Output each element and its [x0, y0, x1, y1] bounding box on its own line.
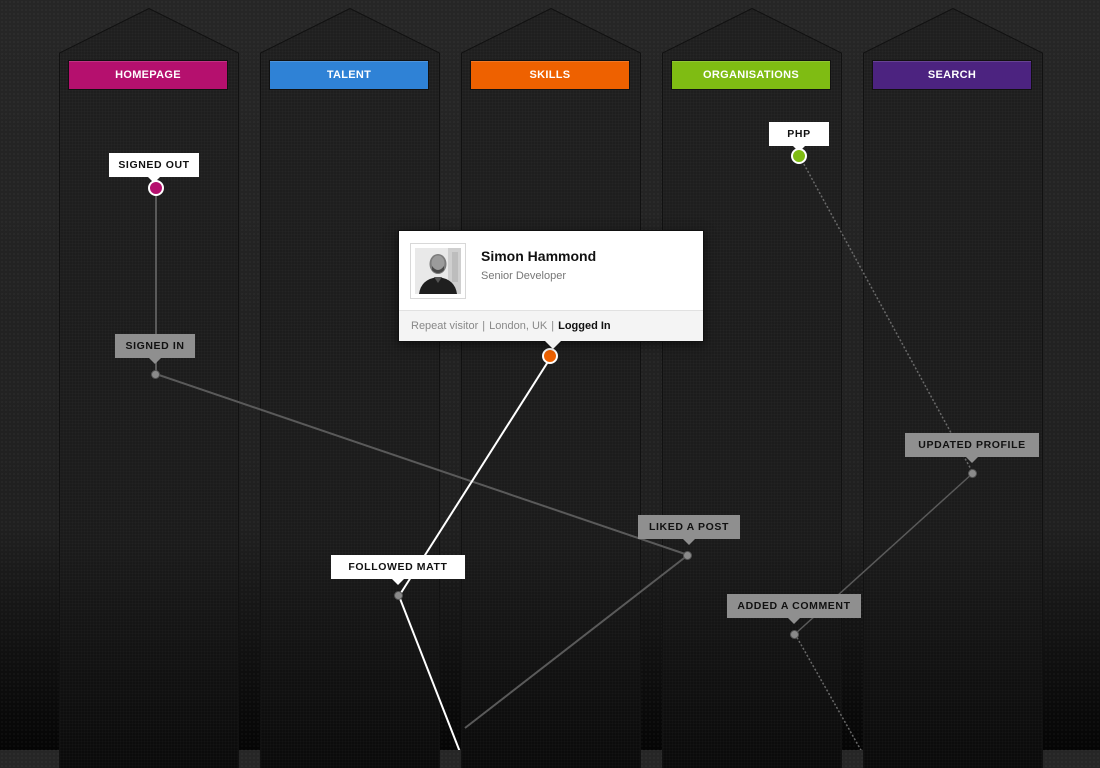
node-dot-php[interactable]: [791, 148, 807, 164]
node-label-signed-in[interactable]: SIGNED IN: [115, 334, 195, 364]
separator: |: [482, 320, 486, 332]
path-added-a-comment-to-offscreen: [794, 633, 862, 750]
node-dot-skills-active[interactable]: [542, 348, 558, 364]
node-label-updated-profile[interactable]: UPDATED PROFILE: [905, 433, 1039, 463]
node-dot-liked-a-post[interactable]: [683, 551, 692, 560]
node-dot-added-a-comment[interactable]: [790, 630, 799, 639]
login-status: Logged In: [558, 320, 611, 332]
node-dot-signed-in[interactable]: [151, 370, 160, 379]
path-liked-a-post-to-offscreen: [464, 554, 689, 729]
journey-paths: [155, 156, 974, 750]
node-label-signed-out[interactable]: SIGNED OUT: [109, 153, 199, 183]
avatar[interactable]: [410, 243, 466, 299]
column-header-talent[interactable]: TALENT: [269, 60, 429, 90]
column-header-homepage[interactable]: HOMEPAGE: [68, 60, 228, 90]
node-dot-signed-out[interactable]: [148, 180, 164, 196]
profile-name: Simon Hammond: [481, 248, 597, 264]
path-signed-in-to-liked-a-post: [155, 373, 689, 556]
node-dot-followed-matt[interactable]: [394, 591, 403, 600]
node-label-followed-matt[interactable]: FOLLOWED MATT: [331, 555, 465, 585]
path-php-to-updated-profile: [799, 156, 974, 474]
node-label-liked-a-post[interactable]: LIKED A POST: [638, 515, 740, 545]
separator: |: [551, 320, 555, 332]
node-dot-updated-profile[interactable]: [968, 469, 977, 478]
profile-role: Senior Developer: [481, 270, 566, 282]
column-header-search[interactable]: SEARCH: [872, 60, 1032, 90]
node-label-php[interactable]: PHP: [769, 122, 829, 152]
column-header-skills[interactable]: SKILLS: [470, 60, 630, 90]
column-header-organisations[interactable]: ORGANISATIONS: [671, 60, 831, 90]
visitor-type: Repeat visitor: [411, 320, 479, 332]
person-photo-icon: [415, 248, 461, 294]
profile-card[interactable]: Simon Hammond Senior Developer Repeat vi…: [398, 230, 704, 349]
profile-footer: Repeat visitor | London, UK | Logged In: [399, 310, 703, 341]
node-label-added-a-comment[interactable]: ADDED A COMMENT: [727, 594, 861, 624]
path-followed-matt-to-offscreen: [398, 595, 461, 750]
profile-location: London, UK: [489, 320, 548, 332]
